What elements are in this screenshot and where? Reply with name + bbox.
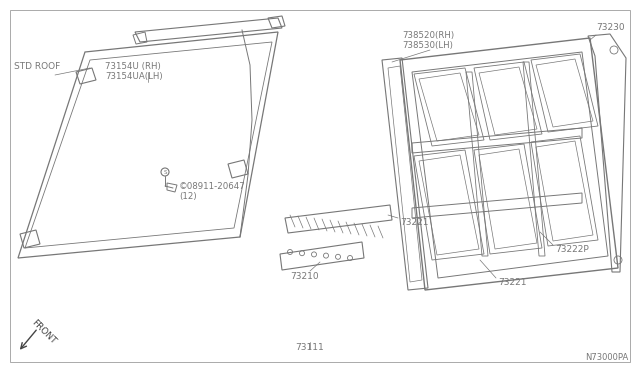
Text: STD ROOF: STD ROOF [14, 62, 60, 71]
Text: 738520(RH)
738530(LH): 738520(RH) 738530(LH) [402, 31, 454, 50]
Text: N73000PA: N73000PA [585, 353, 628, 362]
Text: 73221: 73221 [400, 218, 429, 227]
Text: 73222P: 73222P [555, 245, 589, 254]
Text: S: S [163, 170, 167, 174]
Text: 73154U (RH)
73154UA(LH): 73154U (RH) 73154UA(LH) [105, 62, 163, 81]
Text: 73230: 73230 [596, 23, 625, 32]
Text: 73221: 73221 [498, 278, 527, 287]
Text: 73210: 73210 [290, 272, 319, 281]
Text: FRONT: FRONT [30, 318, 58, 346]
Text: 73111: 73111 [296, 343, 324, 352]
Text: ©08911-20647
(12): ©08911-20647 (12) [179, 182, 246, 201]
